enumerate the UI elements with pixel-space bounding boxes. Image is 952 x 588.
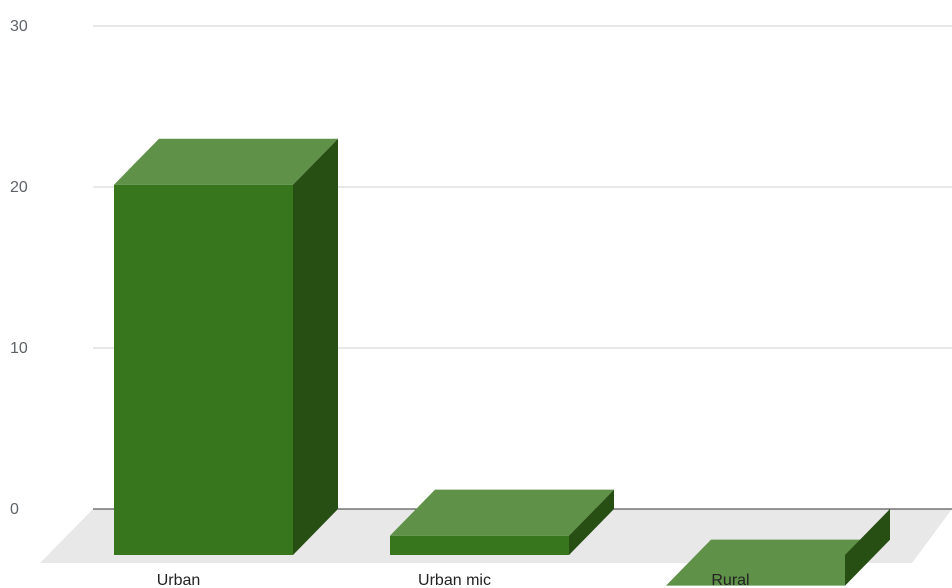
category-label: Rural [711,572,749,588]
y-axis-ticks: 0 10 20 30 [10,18,28,518]
y-tick-label: 30 [10,18,28,35]
bar-side-face [293,138,338,555]
y-tick-label: 20 [10,179,28,196]
bar [666,509,890,586]
category-label: Urban mic [418,572,491,588]
bar-top-face [114,138,338,185]
bar-top-face [666,539,890,586]
bar-top-face [390,489,614,536]
category-label: Urban [157,572,201,588]
bar [390,489,614,555]
y-tick-label: 0 [10,501,19,518]
bars [114,138,890,586]
bar-side-face [569,489,614,555]
y-tick-label: 10 [10,340,28,357]
bar-front-face [114,184,293,555]
x-axis-labels: Urban Urban mic Rural [157,572,750,588]
bar [114,138,338,555]
bar-side-face [845,509,890,586]
bar-front-face [390,535,569,555]
